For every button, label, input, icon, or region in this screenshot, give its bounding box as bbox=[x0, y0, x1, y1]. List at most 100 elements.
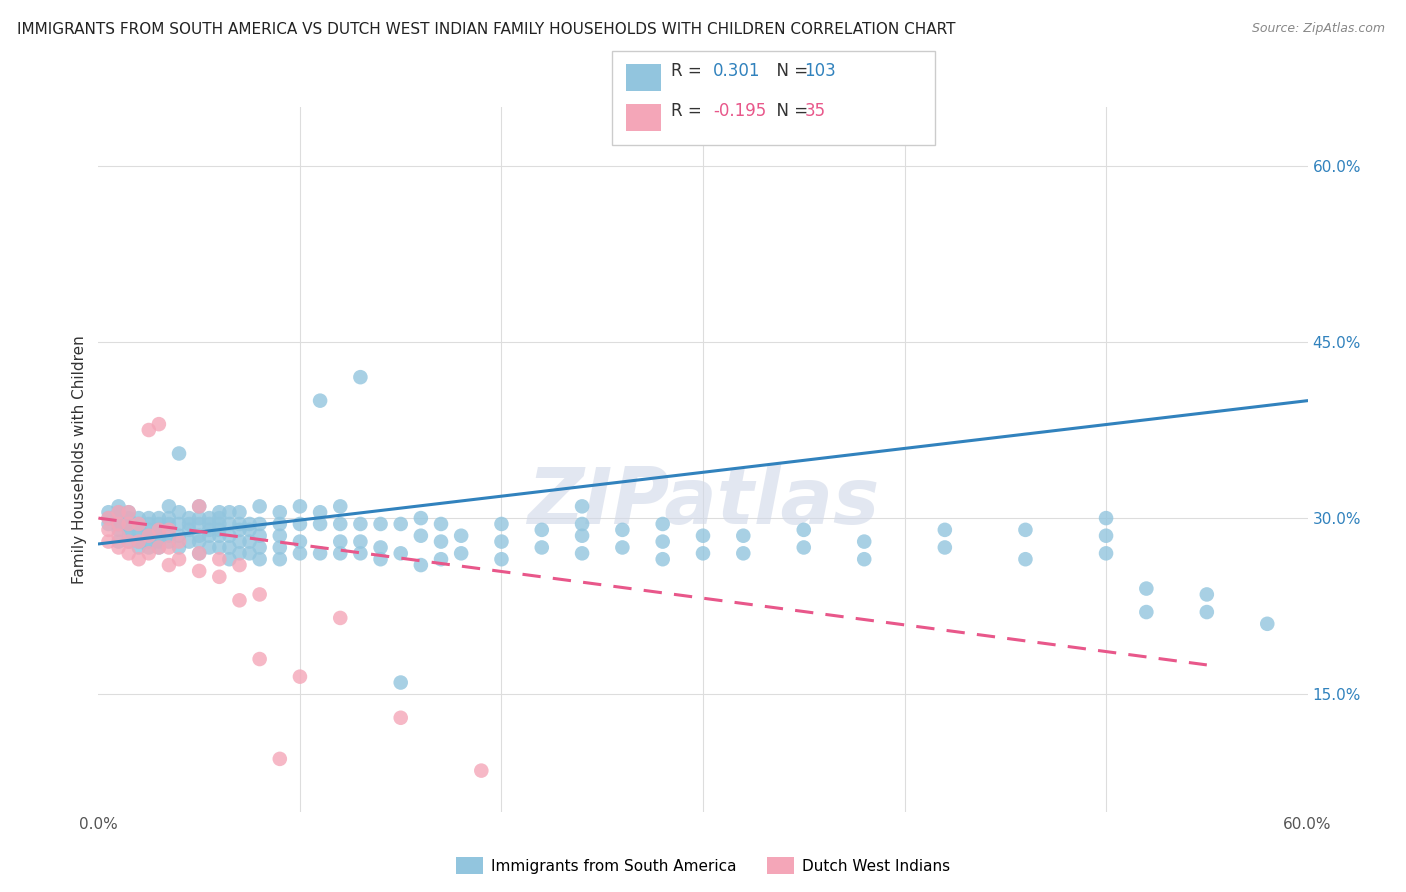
Point bbox=[148, 534, 170, 549]
Point bbox=[692, 529, 714, 543]
Point bbox=[107, 500, 129, 514]
Point bbox=[793, 523, 815, 537]
Point bbox=[1095, 529, 1118, 543]
Point bbox=[329, 516, 352, 531]
Point bbox=[269, 505, 291, 519]
Point bbox=[188, 546, 211, 560]
Point bbox=[934, 541, 956, 555]
Point bbox=[309, 546, 332, 560]
Point bbox=[167, 446, 190, 460]
Point bbox=[138, 546, 160, 560]
Point bbox=[188, 500, 211, 514]
Point bbox=[107, 534, 129, 549]
Point bbox=[249, 541, 271, 555]
Point bbox=[157, 534, 180, 549]
Point bbox=[148, 511, 170, 525]
Point bbox=[239, 546, 262, 560]
Point bbox=[329, 546, 352, 560]
Point bbox=[118, 511, 141, 525]
Point bbox=[179, 523, 201, 537]
Point bbox=[571, 500, 593, 514]
Point bbox=[370, 552, 392, 566]
Point bbox=[228, 534, 250, 549]
Point bbox=[179, 534, 201, 549]
Point bbox=[288, 500, 311, 514]
Point bbox=[470, 764, 492, 778]
Point bbox=[651, 552, 673, 566]
Point bbox=[309, 393, 332, 408]
Point bbox=[370, 541, 392, 555]
Point bbox=[430, 552, 453, 566]
Point bbox=[450, 546, 472, 560]
Point bbox=[198, 516, 221, 531]
Point bbox=[198, 529, 221, 543]
Point bbox=[167, 529, 190, 543]
Point bbox=[208, 541, 231, 555]
Point bbox=[198, 541, 221, 555]
Text: -0.195: -0.195 bbox=[713, 103, 766, 120]
Point bbox=[288, 534, 311, 549]
Point bbox=[107, 516, 129, 531]
Point bbox=[389, 675, 412, 690]
Point bbox=[128, 534, 150, 549]
Point bbox=[370, 516, 392, 531]
Point bbox=[1135, 605, 1157, 619]
Point bbox=[128, 516, 150, 531]
Text: N =: N = bbox=[766, 103, 814, 120]
Point bbox=[208, 552, 231, 566]
Point bbox=[1014, 552, 1036, 566]
Point bbox=[309, 505, 332, 519]
Point bbox=[118, 516, 141, 531]
Point bbox=[157, 529, 180, 543]
Legend: Immigrants from South America, Dutch West Indians: Immigrants from South America, Dutch Wes… bbox=[450, 851, 956, 880]
Point bbox=[269, 529, 291, 543]
Text: 0.301: 0.301 bbox=[713, 62, 761, 80]
Point bbox=[97, 505, 120, 519]
Point bbox=[179, 516, 201, 531]
Point bbox=[188, 511, 211, 525]
Point bbox=[651, 534, 673, 549]
Point bbox=[148, 541, 170, 555]
Point bbox=[128, 511, 150, 525]
Point bbox=[138, 423, 160, 437]
Point bbox=[107, 505, 129, 519]
Point bbox=[733, 529, 755, 543]
Point bbox=[208, 529, 231, 543]
Point bbox=[118, 534, 141, 549]
Point bbox=[1095, 511, 1118, 525]
Point bbox=[128, 552, 150, 566]
Point bbox=[118, 516, 141, 531]
Point bbox=[239, 534, 262, 549]
Point bbox=[228, 523, 250, 537]
Point bbox=[107, 529, 129, 543]
Text: IMMIGRANTS FROM SOUTH AMERICA VS DUTCH WEST INDIAN FAMILY HOUSEHOLDS WITH CHILDR: IMMIGRANTS FROM SOUTH AMERICA VS DUTCH W… bbox=[17, 22, 955, 37]
Point bbox=[269, 752, 291, 766]
Point bbox=[148, 541, 170, 555]
Text: R =: R = bbox=[671, 62, 707, 80]
Point bbox=[157, 516, 180, 531]
Point bbox=[118, 529, 141, 543]
Point bbox=[218, 505, 240, 519]
Point bbox=[107, 511, 129, 525]
Point bbox=[612, 523, 634, 537]
Point bbox=[148, 516, 170, 531]
Point bbox=[349, 546, 371, 560]
Point bbox=[208, 505, 231, 519]
Point bbox=[157, 511, 180, 525]
Point bbox=[571, 529, 593, 543]
Point bbox=[128, 516, 150, 531]
Point bbox=[329, 500, 352, 514]
Point bbox=[148, 529, 170, 543]
Point bbox=[128, 529, 150, 543]
Point bbox=[148, 523, 170, 537]
Point bbox=[430, 516, 453, 531]
Point bbox=[97, 534, 120, 549]
Point bbox=[349, 516, 371, 531]
Point bbox=[128, 523, 150, 537]
Point bbox=[239, 516, 262, 531]
Point bbox=[249, 529, 271, 543]
Point bbox=[389, 711, 412, 725]
Point bbox=[138, 529, 160, 543]
Point bbox=[138, 541, 160, 555]
Point bbox=[128, 534, 150, 549]
